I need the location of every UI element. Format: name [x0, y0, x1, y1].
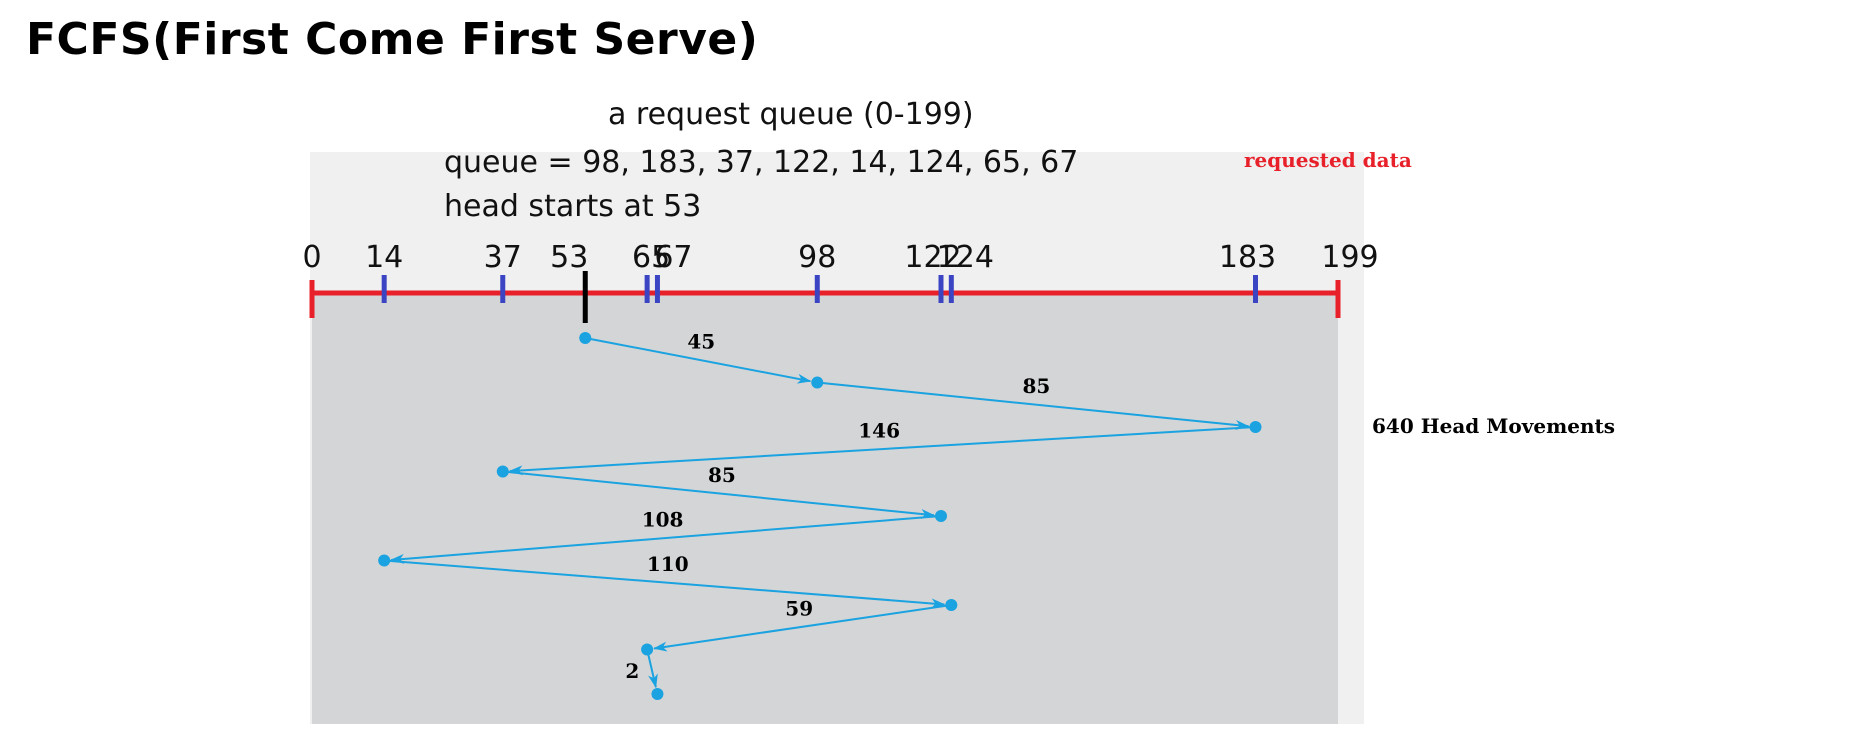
tick-label-65: 65	[632, 240, 670, 275]
movement-label-7: 59	[785, 596, 813, 620]
page-title: FCFS(First Come First Serve)	[26, 14, 759, 65]
head-path	[384, 337, 1256, 689]
tick-label-53: 53	[550, 240, 588, 275]
queue-list: queue = 98, 183, 37, 122, 14, 124, 65, 6…	[444, 145, 1079, 180]
movement-label-5: 108	[642, 507, 684, 531]
tick-label-124: 124	[937, 240, 994, 275]
path-point-183	[1249, 421, 1262, 433]
tick-label-14: 14	[365, 240, 403, 275]
path-segment-6	[384, 559, 946, 609]
path-segment-2	[817, 381, 1250, 430]
movement-label-3: 146	[858, 418, 900, 442]
cylinder-ticks	[381, 271, 1259, 323]
plot-background	[312, 293, 1338, 724]
path-point-14	[378, 554, 391, 567]
request-queue-heading: a request queue (0-199)	[608, 97, 974, 132]
path-point-67	[651, 688, 664, 700]
path-point-124	[945, 599, 958, 611]
path-point-98	[811, 376, 824, 389]
path-point-37	[496, 465, 509, 478]
tick-label-183: 183	[1219, 240, 1276, 275]
path-segment-5	[390, 515, 942, 564]
tick-label-122: 122	[904, 240, 961, 275]
path-segment-7	[653, 604, 952, 652]
movement-labels: 45 85 146 85 108 110 59 2	[625, 329, 1050, 683]
movement-label-2: 85	[1022, 374, 1050, 398]
path-point-53	[579, 332, 592, 344]
movement-label-6: 110	[647, 552, 689, 576]
tick-label-98: 98	[798, 240, 836, 275]
path-segment-3	[508, 426, 1256, 476]
movement-label-1: 45	[687, 329, 715, 353]
tick-label-67: 67	[654, 240, 692, 275]
tick-label-199: 199	[1321, 240, 1378, 275]
total-head-movements: 640 Head Movements	[1372, 414, 1615, 438]
tick-label-37: 37	[484, 240, 522, 275]
path-segment-1	[585, 337, 812, 384]
movement-label-4: 85	[708, 463, 736, 487]
path-point-65	[641, 643, 654, 656]
head-path-points	[378, 332, 1262, 700]
head-start: head starts at 53	[444, 189, 702, 224]
movement-label-8: 2	[625, 659, 639, 683]
path-point-122	[935, 510, 948, 522]
requested-data-label: requested data	[1244, 148, 1412, 172]
path-segment-8	[646, 649, 658, 689]
path-segment-4	[502, 470, 936, 519]
tick-label-0: 0	[302, 240, 321, 275]
